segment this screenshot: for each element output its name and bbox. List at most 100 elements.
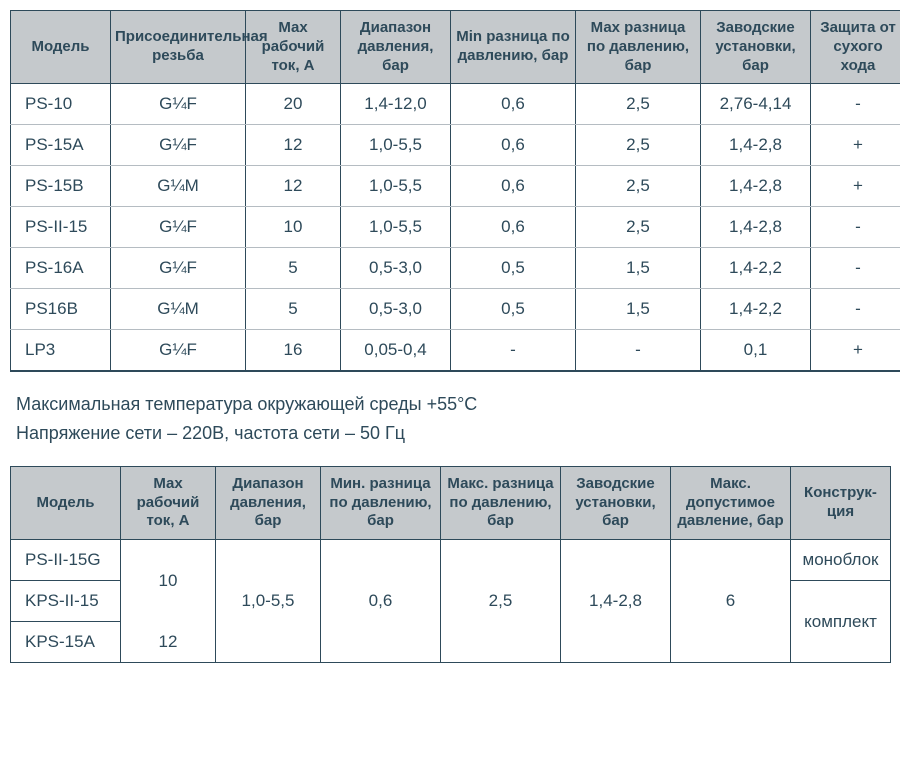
cell: 0,6	[451, 84, 576, 125]
table-row: PS-16A G¼F 5 0,5-3,0 0,5 1,5 1,4-2,2 -	[11, 248, 900, 289]
cell: 5	[246, 248, 341, 289]
cell: G¼M	[111, 289, 246, 330]
cell: -	[811, 289, 900, 330]
cell: +	[811, 330, 900, 372]
cell: 0,6	[451, 166, 576, 207]
cell-max-diff: 2,5	[441, 540, 561, 663]
col-model: Модель	[11, 11, 111, 84]
cell: 1,0-5,5	[341, 125, 451, 166]
specs-table-2: Модель Мах рабочий ток, А Диапазон давле…	[10, 466, 891, 663]
cell: 1,4-2,2	[701, 248, 811, 289]
cell: 1,5	[576, 248, 701, 289]
cell-current: 12	[121, 622, 216, 663]
cell: 0,5-3,0	[341, 248, 451, 289]
cell: G¼M	[111, 166, 246, 207]
cell: G¼F	[111, 248, 246, 289]
table-row: PS-15A G¼F 12 1,0-5,5 0,6 2,5 1,4-2,8 +	[11, 125, 900, 166]
cell: 1,4-2,2	[701, 289, 811, 330]
cell: 2,76-4,14	[701, 84, 811, 125]
cell: 2,5	[576, 166, 701, 207]
cell: G¼F	[111, 330, 246, 372]
cell: -	[576, 330, 701, 372]
cell: 0,5	[451, 289, 576, 330]
col-thread: Присоединительная резьба	[111, 11, 246, 84]
cell: 2,5	[576, 125, 701, 166]
col-pressure-range: Диапазон давления, бар	[341, 11, 451, 84]
cell: G¼F	[111, 84, 246, 125]
table-row: LP3 G¼F 16 0,05-0,4 - - 0,1 +	[11, 330, 900, 372]
cell-model: KPS-II-15	[11, 581, 121, 622]
cell-min-diff: 0,6	[321, 540, 441, 663]
col-min-diff: Min разница по давлению, бар	[451, 11, 576, 84]
cell-model: PS-II-15G	[11, 540, 121, 581]
cell: 10	[246, 207, 341, 248]
cell-model: PS16B	[11, 289, 111, 330]
cell: 0,6	[451, 207, 576, 248]
col-factory: Заводские установки, бар	[701, 11, 811, 84]
cell: 0,1	[701, 330, 811, 372]
cell: 1,4-2,8	[701, 125, 811, 166]
cell: 2,5	[576, 84, 701, 125]
table-row: PS-10 G¼F 20 1,4-12,0 0,6 2,5 2,76-4,14 …	[11, 84, 900, 125]
col-min-diff: Мин. разница по давлению, бар	[321, 466, 441, 539]
cell-model: PS-10	[11, 84, 111, 125]
cell: 1,0-5,5	[341, 166, 451, 207]
cell-model: PS-II-15	[11, 207, 111, 248]
cell: 1,4-2,8	[701, 207, 811, 248]
col-factory: Заводские установки, бар	[561, 466, 671, 539]
cell-model: PS-15B	[11, 166, 111, 207]
table2-header-row: Модель Мах рабочий ток, А Диапазон давле…	[11, 466, 891, 539]
cell-construction: моноблок	[791, 540, 891, 581]
cell: 0,05-0,4	[341, 330, 451, 372]
cell: 12	[246, 166, 341, 207]
notes-block: Максимальная температура окружающей сред…	[16, 390, 890, 448]
cell-current: 10	[121, 540, 216, 622]
cell: +	[811, 125, 900, 166]
table-row: PS-II-15G 10 1,0-5,5 0,6 2,5 1,4-2,8 6 м…	[11, 540, 891, 581]
col-construction: Конструк-ция	[791, 466, 891, 539]
cell: G¼F	[111, 125, 246, 166]
cell: 0,6	[451, 125, 576, 166]
cell-model: PS-15A	[11, 125, 111, 166]
cell: +	[811, 166, 900, 207]
col-max-current: Мах рабочий ток, А	[246, 11, 341, 84]
cell: 2,5	[576, 207, 701, 248]
cell: -	[811, 207, 900, 248]
table1-body: PS-10 G¼F 20 1,4-12,0 0,6 2,5 2,76-4,14 …	[11, 84, 900, 372]
col-max-pressure: Макс. допустимое давление, бар	[671, 466, 791, 539]
col-pressure-range: Диапазон давления, бар	[216, 466, 321, 539]
cell: 16	[246, 330, 341, 372]
cell: 0,5	[451, 248, 576, 289]
cell: 1,5	[576, 289, 701, 330]
cell-factory: 1,4-2,8	[561, 540, 671, 663]
note-voltage: Напряжение сети – 220В, частота сети – 5…	[16, 419, 890, 448]
col-dry-run: Защита от сухого хода	[811, 11, 900, 84]
cell: 20	[246, 84, 341, 125]
cell-model: PS-16A	[11, 248, 111, 289]
specs-table-1: Модель Присоединительная резьба Мах рабо…	[10, 10, 900, 372]
table-row: PS16B G¼M 5 0,5-3,0 0,5 1,5 1,4-2,2 -	[11, 289, 900, 330]
cell: 0,5-3,0	[341, 289, 451, 330]
col-model: Модель	[11, 466, 121, 539]
col-max-diff: Мах разница по давлению, бар	[576, 11, 701, 84]
table1-header-row: Модель Присоединительная резьба Мах рабо…	[11, 11, 900, 84]
note-max-temp: Максимальная температура окружающей сред…	[16, 390, 890, 419]
cell: 1,0-5,5	[341, 207, 451, 248]
cell: 12	[246, 125, 341, 166]
cell: 5	[246, 289, 341, 330]
col-max-current: Мах рабочий ток, А	[121, 466, 216, 539]
cell-model: KPS-15A	[11, 622, 121, 663]
cell: 1,4-12,0	[341, 84, 451, 125]
cell-max-press: 6	[671, 540, 791, 663]
table-row: PS-II-15 G¼F 10 1,0-5,5 0,6 2,5 1,4-2,8 …	[11, 207, 900, 248]
cell-model: LP3	[11, 330, 111, 372]
table2-body: PS-II-15G 10 1,0-5,5 0,6 2,5 1,4-2,8 6 м…	[11, 540, 891, 663]
cell: G¼F	[111, 207, 246, 248]
col-max-diff: Макс. разница по давлению, бар	[441, 466, 561, 539]
table-row: PS-15B G¼M 12 1,0-5,5 0,6 2,5 1,4-2,8 +	[11, 166, 900, 207]
cell: -	[811, 84, 900, 125]
cell: -	[811, 248, 900, 289]
cell-construction: комплект	[791, 581, 891, 663]
cell-range: 1,0-5,5	[216, 540, 321, 663]
cell: -	[451, 330, 576, 372]
